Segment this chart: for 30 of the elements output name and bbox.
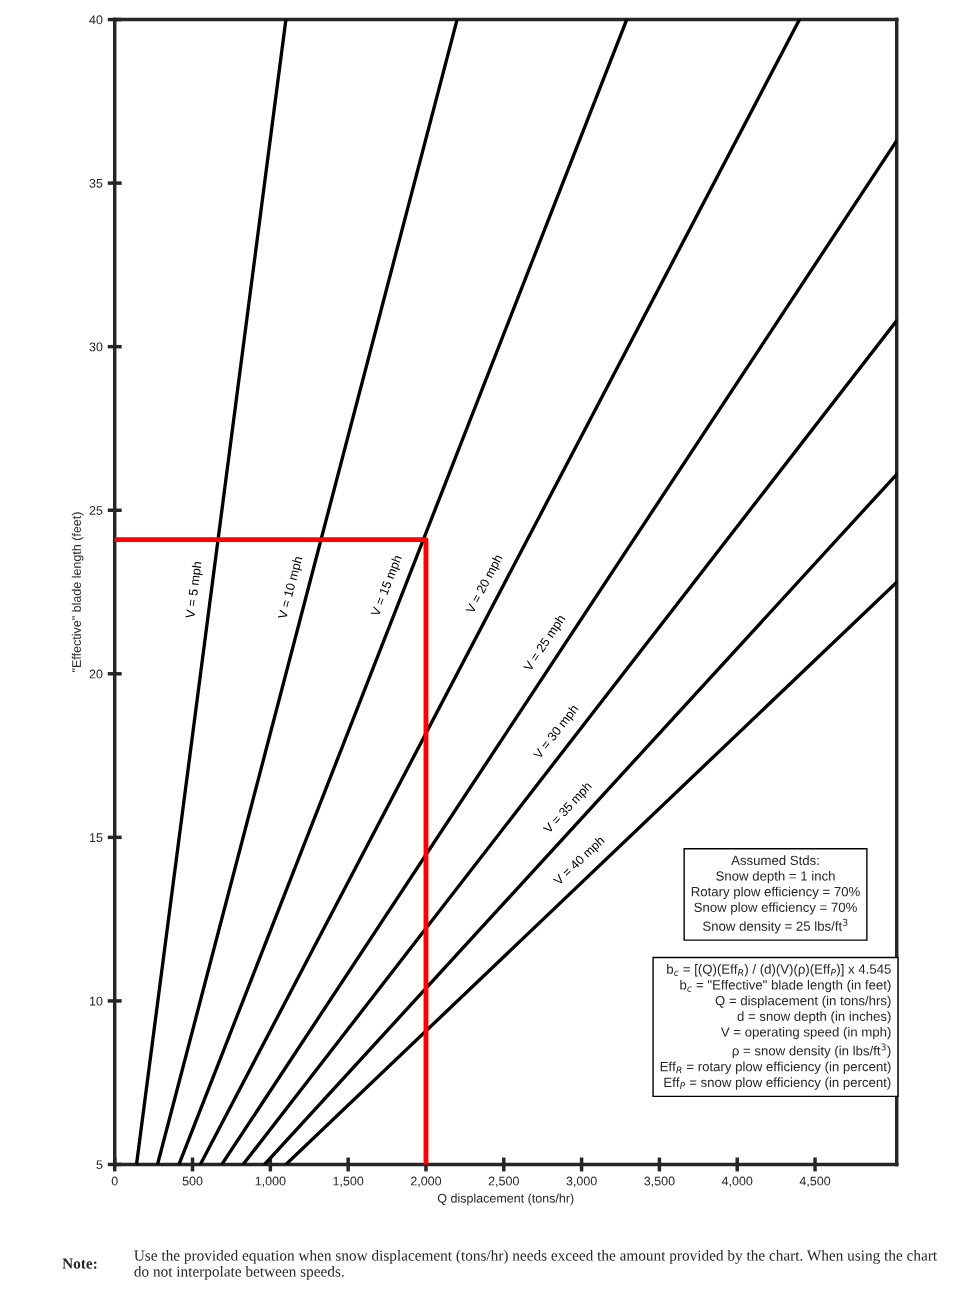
text: Use the provided equation when snow displacement (tons/hr) needs exceed the amount provided by the chart. When using the chart do not interpolate between speeds. [134,1249,938,1280]
text: b$_{c}$ = [(Q)(Eff$_{R}$) / (d)(V)(ρ)(Eff$_{P}$)] x 4.545 b$_{c}$ = "Effective" blade length (in feet) Q = displacement (in tons/hrs) d = snow depth (in inches) V = operating speed (in mph) ρ = snow density (in lbs/ft$^{3}$) Eff$_{R}$ = rotary plow efficiency (in percent) Eff$_{P}$ = snow plow efficiency (in percent) [660,964,891,1090]
y-tick-label: 10 [89,996,103,1006]
y-tick-label: 35 [89,178,103,188]
x-tick-label: 1,000 [255,1176,286,1187]
y-tick-label: 20 [89,669,103,679]
text: V = 10 mph [277,556,305,621]
x-tick-label: 2,500 [488,1176,519,1187]
x-tick-label: 3,000 [566,1176,597,1187]
x-tick-label: 2,000 [410,1176,442,1187]
text: V = 15 mph [370,554,405,618]
x-tick-label: 4,000 [721,1176,753,1187]
annotation: Assumed Stds: Snow depth = 1 inch Rotary plow efficiency = 70% Snow plow efficiency = 70% Snow density = 25 lbs/ft$^{3}$ [691,855,860,934]
y-axis-title: "Effective" blade length (feet) [71,512,84,672]
x-tick-label: 500 [182,1176,203,1186]
x-tick-label: 0 [111,1176,118,1186]
y-tick-label: 40 [89,15,103,25]
y-tick-label: 15 [89,833,103,843]
text: V = 40 mph [552,835,607,888]
text: V = 20 mph [465,553,505,616]
text: Note: [62,1258,97,1269]
x-tick-label: 4,500 [799,1176,831,1187]
y-tick-label: 25 [89,506,103,515]
x-axis-title: Q displacement (tons/hr) [437,1193,574,1206]
x-tick-label: 3,500 [644,1176,675,1187]
text: V = 35 mph [542,781,594,836]
y-tick-label: 30 [89,342,103,352]
text: V = 5 mph [185,561,205,619]
x-tick-label: 1,500 [333,1176,364,1187]
y-tick-label: 5 [96,1160,103,1170]
